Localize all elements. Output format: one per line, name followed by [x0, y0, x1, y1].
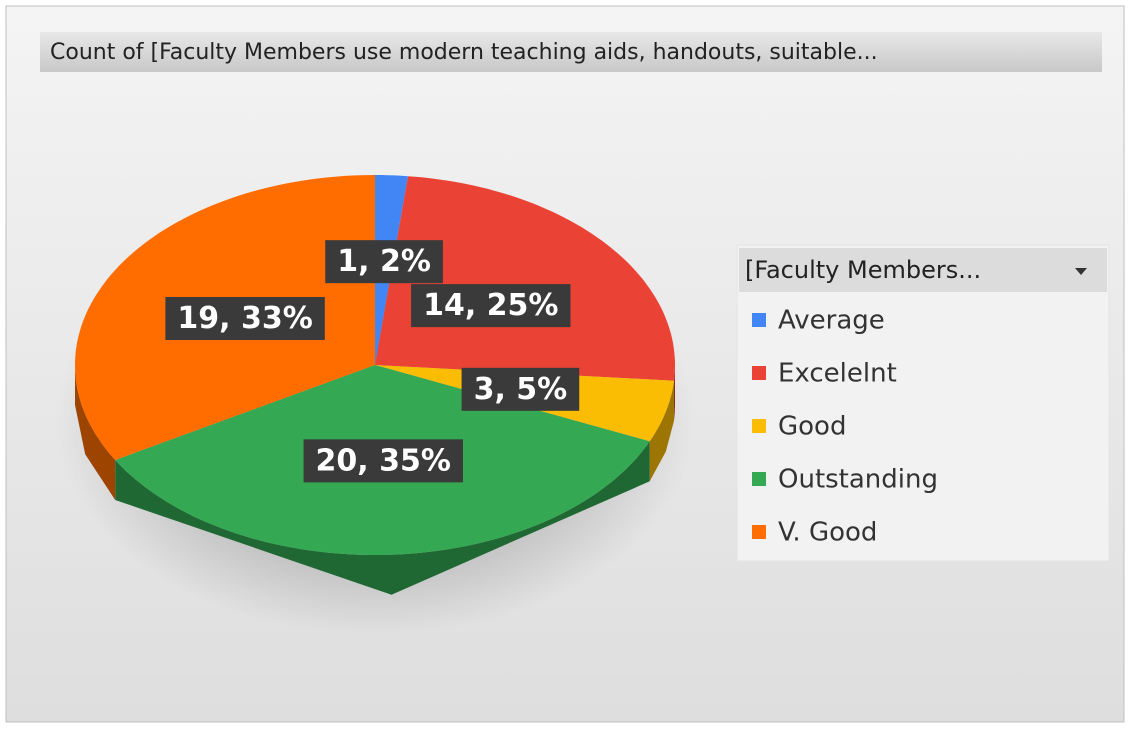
data-label: 14, 25% — [423, 288, 558, 323]
slice — [375, 176, 675, 381]
legend-label: V. Good — [778, 518, 877, 548]
legend-header[interactable] — [739, 248, 1107, 292]
chart-title: Count of [Faculty Members use modern tea… — [50, 40, 878, 65]
slice-side — [115, 441, 650, 595]
slice-side — [649, 380, 674, 482]
legend-swatch — [752, 472, 766, 486]
legend-swatch — [752, 366, 766, 380]
data-label-box — [411, 284, 571, 328]
data-label-box — [325, 240, 443, 284]
legend-swatch — [752, 419, 766, 433]
title-bar — [40, 32, 1102, 72]
data-label: 19, 33% — [177, 301, 312, 336]
slice-side — [674, 365, 675, 421]
legend-label: Outstanding — [778, 465, 938, 495]
slice-side — [75, 365, 116, 500]
data-label: 20, 35% — [316, 443, 451, 478]
legend-title: [Faculty Members... — [745, 256, 981, 284]
data-label: 1, 2% — [337, 244, 431, 279]
legend-items: Average Excelelnt Good Outstanding V. Good — [752, 306, 938, 548]
legend-label: Excelelnt — [778, 359, 897, 389]
legend-label: Good — [778, 412, 846, 442]
data-label-box — [461, 367, 580, 411]
legend-swatch — [752, 525, 766, 539]
data-label-box — [303, 439, 463, 483]
data-label: 3, 5% — [474, 372, 568, 407]
legend — [736, 244, 1110, 562]
data-labels: 1, 2% 14, 25% 3, 5% 20, 35% 19, 33% — [165, 240, 580, 483]
data-label-box — [165, 297, 325, 340]
legend-swatch — [752, 313, 766, 327]
legend-label: Average — [778, 306, 885, 336]
dropdown-arrow[interactable] — [1075, 268, 1087, 275]
